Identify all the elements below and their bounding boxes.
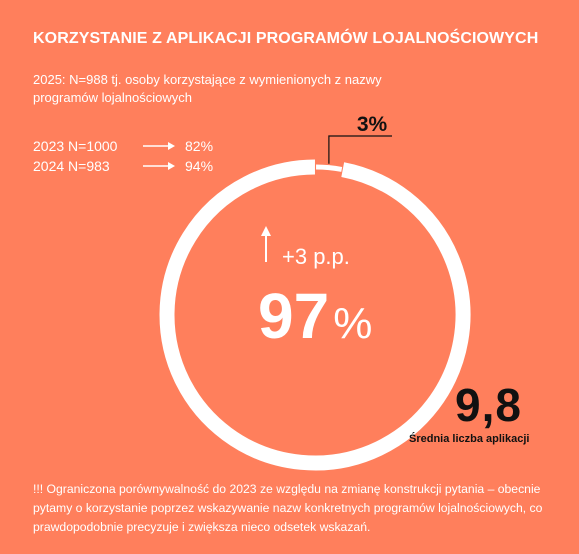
change-label: +3 p.p. [282, 244, 350, 269]
previous-year-label: 2024 N=983 [33, 158, 110, 174]
average-apps-value: 9,8 [455, 379, 522, 431]
donut-segment-main [159, 159, 471, 471]
donut-segment-remainder [315, 164, 343, 172]
previous-year-label: 2023 N=1000 [33, 138, 118, 154]
main-number: 97 [258, 280, 329, 352]
arrow-right-icon [143, 137, 185, 155]
page-title: KORZYSTANIE Z APLIKACJI PROGRAMÓW LOJALN… [33, 30, 539, 47]
previous-year-value: 94% [185, 158, 214, 174]
average-apps-label: Średnia liczba aplikacji [409, 433, 530, 445]
previous-year-2023: 2023 N=1000 82% [33, 137, 213, 155]
main-percentage: 97% [258, 280, 372, 352]
previous-year-2024: 2024 N=983 94% [33, 157, 213, 175]
callout-line [328, 135, 392, 164]
sample-description: 2025: N=988 tj. osoby korzystające z wym… [33, 72, 382, 105]
previous-year-value: 82% [185, 138, 214, 154]
arrow-right-icon [143, 157, 185, 175]
main-unit: % [333, 299, 372, 348]
data-label-remainder: 3% [357, 113, 388, 136]
up-arrow-icon [261, 226, 271, 262]
footnote: !!! Ograniczona porównywalność do 2023 z… [33, 482, 543, 534]
